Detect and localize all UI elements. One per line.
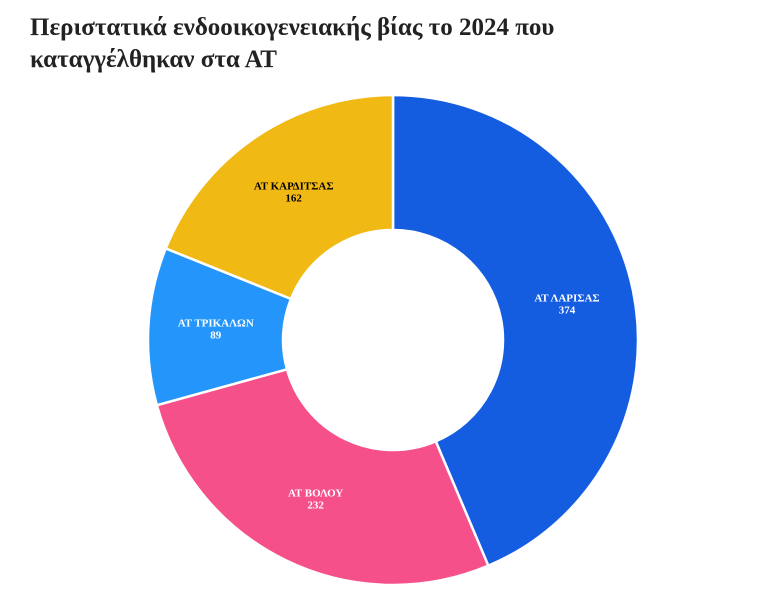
- segment-label: ΑΤ ΤΡΙΚΑΛΩΝ: [178, 317, 254, 329]
- value-label: 89: [210, 329, 222, 341]
- segment-label: ΑΤ ΒΟΛΟΥ: [288, 487, 343, 499]
- donut-segment: [155, 367, 490, 587]
- donut-segment: [391, 93, 640, 568]
- value-label: 162: [285, 192, 302, 204]
- segment-label: ΑΤ ΚΑΡΔΙΤΣΑΣ: [254, 180, 334, 192]
- value-label: 232: [307, 499, 324, 511]
- segment-label: ΑΤ ΛΑΡΙΣΑΣ: [534, 292, 599, 304]
- chart-title: Περιστατικά ενδοοικογενειακής βίας το 20…: [30, 14, 555, 73]
- value-label: 374: [559, 304, 576, 316]
- donut-segment: [164, 93, 395, 301]
